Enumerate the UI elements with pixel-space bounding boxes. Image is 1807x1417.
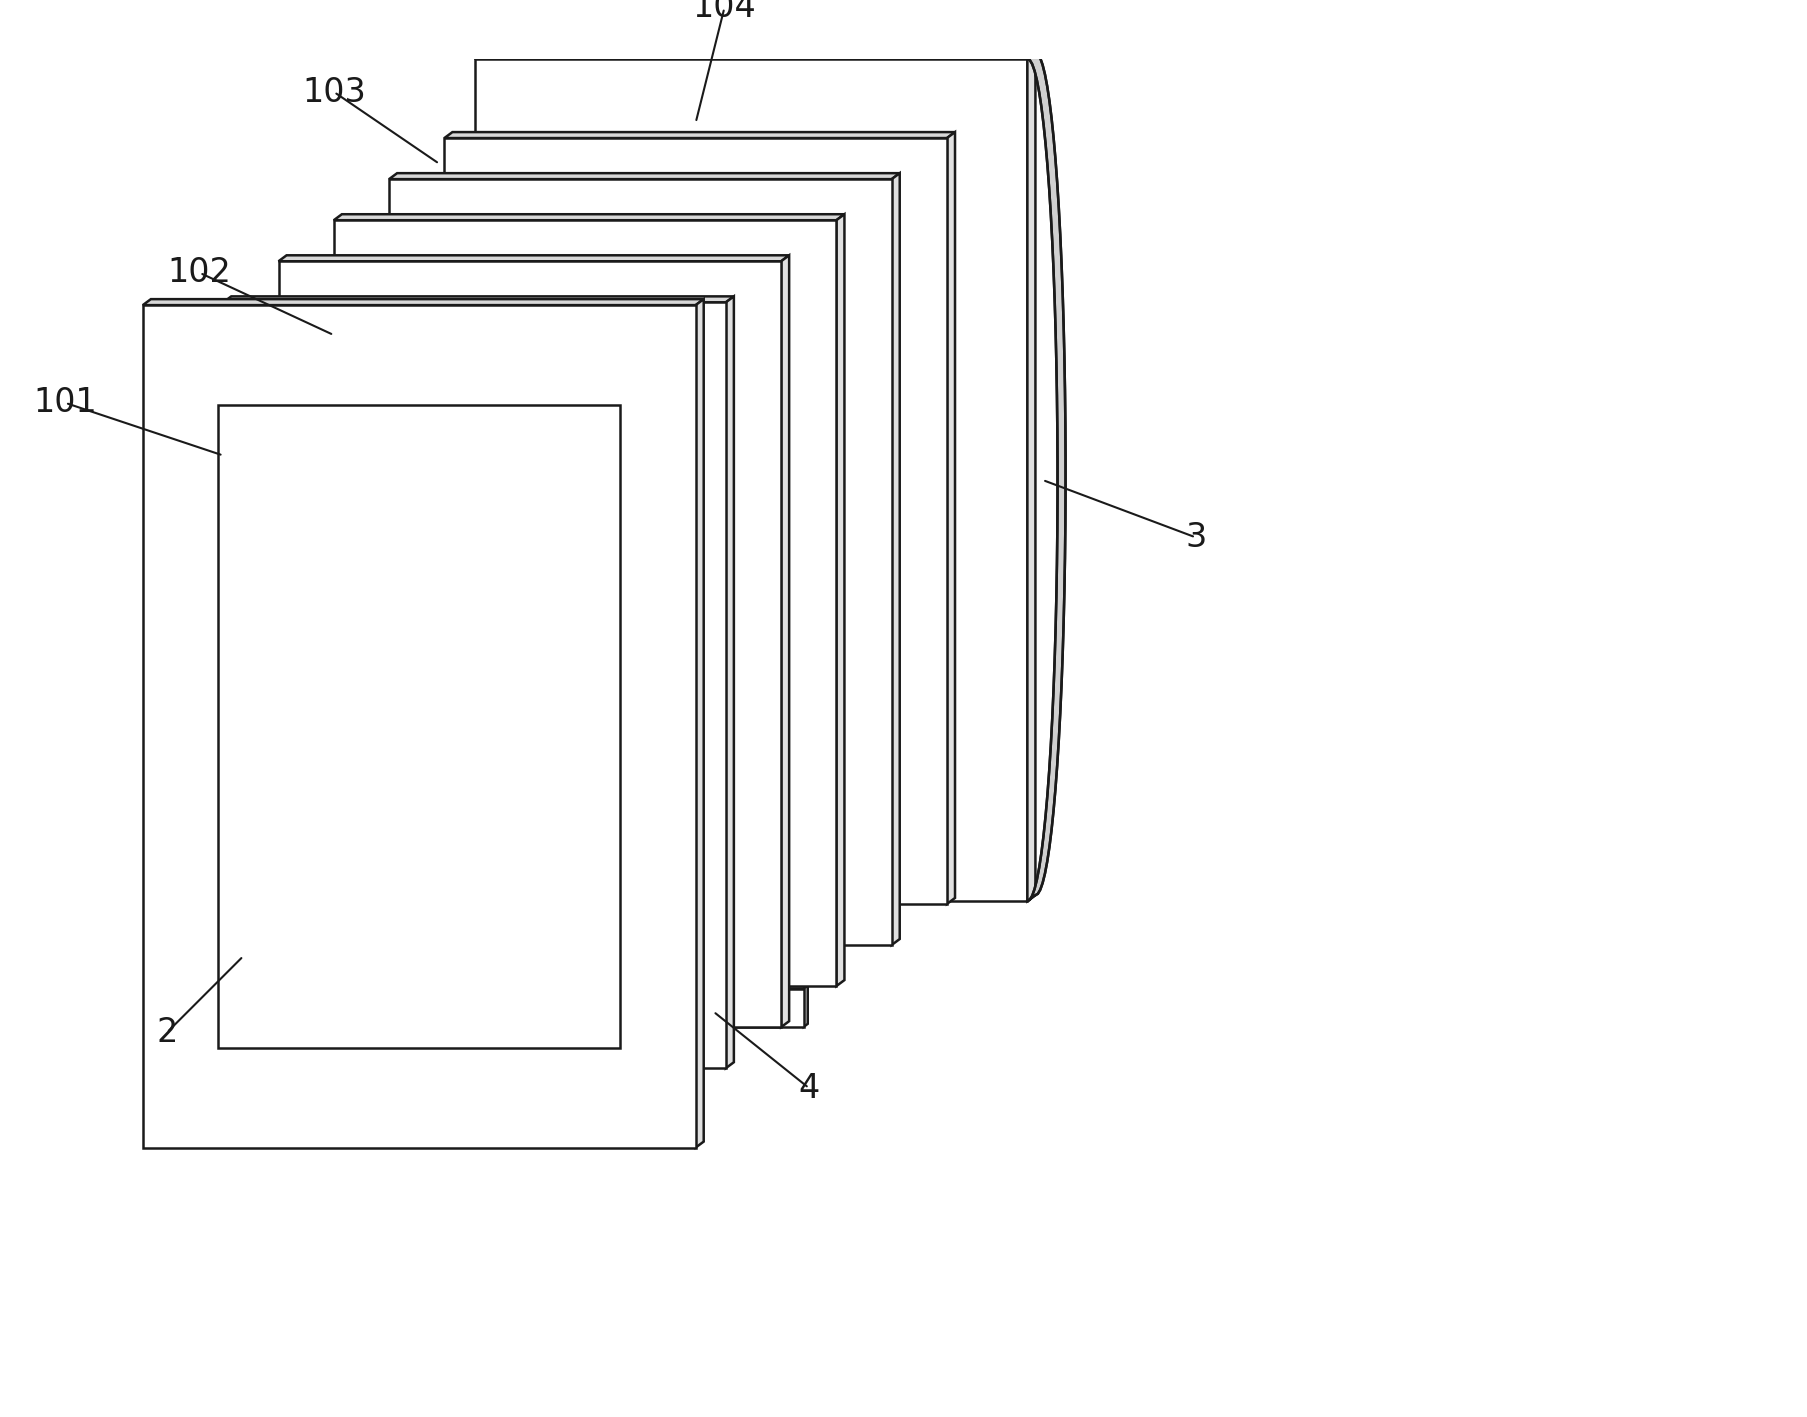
Polygon shape [278, 261, 781, 1027]
Polygon shape [425, 808, 490, 910]
Polygon shape [679, 298, 744, 366]
Polygon shape [553, 529, 618, 643]
Polygon shape [553, 752, 618, 867]
Polygon shape [679, 361, 744, 478]
Polygon shape [553, 640, 618, 755]
Polygon shape [222, 296, 734, 302]
Text: 3: 3 [1184, 521, 1205, 554]
Polygon shape [425, 298, 490, 366]
Polygon shape [553, 306, 618, 421]
Polygon shape [143, 299, 703, 305]
Polygon shape [425, 473, 490, 588]
Polygon shape [421, 985, 808, 989]
Polygon shape [696, 299, 703, 1148]
Polygon shape [143, 305, 696, 1148]
Text: 4: 4 [799, 1071, 819, 1105]
Polygon shape [891, 173, 900, 945]
Polygon shape [425, 361, 490, 478]
Polygon shape [837, 214, 844, 986]
Polygon shape [679, 473, 744, 588]
Polygon shape [679, 808, 744, 910]
Polygon shape [804, 985, 808, 1027]
Polygon shape [1026, 52, 1064, 901]
Polygon shape [334, 214, 844, 220]
Polygon shape [421, 989, 804, 1027]
Text: 2: 2 [155, 1016, 177, 1049]
Polygon shape [725, 296, 734, 1068]
Text: 101: 101 [33, 387, 98, 419]
Polygon shape [445, 137, 947, 904]
Polygon shape [553, 418, 618, 533]
Polygon shape [394, 298, 775, 910]
Polygon shape [679, 696, 744, 811]
Polygon shape [389, 179, 891, 945]
Polygon shape [219, 405, 620, 1049]
Polygon shape [473, 52, 1035, 58]
Polygon shape [334, 220, 837, 986]
Polygon shape [947, 132, 954, 904]
Polygon shape [445, 132, 954, 137]
Text: 103: 103 [302, 75, 365, 109]
Polygon shape [781, 255, 788, 1027]
Polygon shape [1026, 52, 1035, 901]
Polygon shape [222, 302, 725, 1068]
Text: 102: 102 [168, 256, 231, 289]
Polygon shape [425, 585, 490, 700]
Polygon shape [473, 58, 1026, 901]
Polygon shape [679, 585, 744, 700]
Polygon shape [278, 255, 788, 261]
Polygon shape [298, 394, 651, 976]
Text: 104: 104 [692, 0, 755, 24]
Polygon shape [389, 173, 900, 179]
Polygon shape [425, 696, 490, 811]
Polygon shape [338, 337, 721, 951]
